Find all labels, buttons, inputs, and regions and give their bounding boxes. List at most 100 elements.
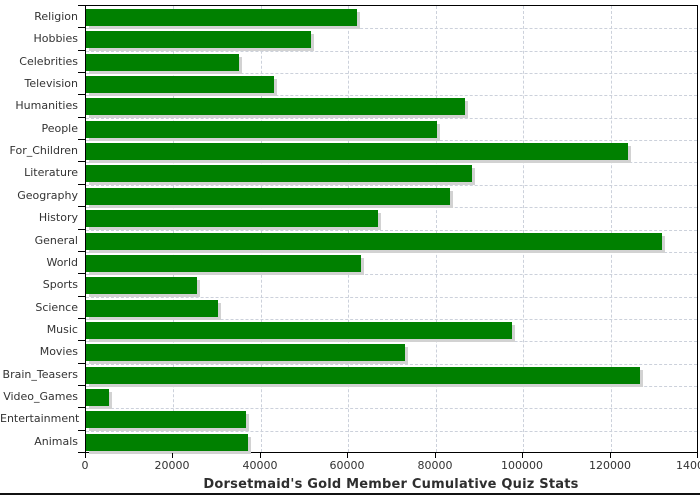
category-label: Humanities [15, 99, 78, 112]
category-label: Science [35, 301, 78, 314]
y-axis-tick [78, 117, 85, 118]
x-tick-label: 100000 [501, 459, 543, 472]
bar-sports [86, 277, 197, 294]
vertical-gridline [173, 6, 174, 452]
vertical-gridline [523, 6, 524, 452]
category-label: Music [46, 323, 78, 336]
category-label: Television [24, 77, 79, 90]
vertical-gridline [611, 6, 612, 452]
category-label: World [46, 256, 78, 269]
x-axis-tick [85, 453, 86, 458]
y-axis-tick [78, 430, 85, 431]
y-axis-tick [78, 50, 85, 51]
horizontal-gridline [86, 185, 697, 186]
y-axis-tick [78, 318, 85, 319]
bar-music [86, 322, 512, 339]
x-axis-tick [435, 453, 436, 458]
category-label: Sports [42, 278, 78, 291]
bar-hobbies [86, 31, 311, 48]
category-label: General [34, 234, 78, 247]
bar-religion [86, 9, 357, 26]
horizontal-gridline [86, 386, 697, 387]
y-axis-tick [78, 72, 85, 73]
y-axis-tick [78, 251, 85, 252]
x-axis-tick [172, 453, 173, 458]
horizontal-gridline [86, 431, 697, 432]
category-label: Geography [17, 189, 78, 202]
horizontal-gridline [86, 51, 697, 52]
y-axis-tick [78, 94, 85, 95]
x-axis-tick [610, 453, 611, 458]
vertical-gridline [348, 6, 349, 452]
y-axis-tick [78, 273, 85, 274]
horizontal-gridline [86, 207, 697, 208]
horizontal-gridline [86, 252, 697, 253]
y-axis-tick [78, 340, 85, 341]
x-tick-label: 120000 [589, 459, 631, 472]
horizontal-gridline [86, 319, 697, 320]
plot-area [85, 5, 698, 453]
category-label: People [41, 122, 78, 135]
y-axis-tick [78, 184, 85, 185]
y-axis-tick [78, 363, 85, 364]
x-tick-label: 20000 [154, 459, 190, 472]
bar-celebrities [86, 54, 239, 71]
y-axis-tick [78, 385, 85, 386]
bar-world [86, 255, 361, 272]
x-tick-label: 80000 [417, 459, 453, 472]
bar-animals [86, 434, 248, 451]
vertical-gridline [436, 6, 437, 452]
category-label: History [38, 211, 78, 224]
x-axis-tick [260, 453, 261, 458]
category-label: Celebrities [19, 55, 78, 68]
bar-literature [86, 165, 472, 182]
category-label: Video_Games [3, 390, 78, 403]
horizontal-gridline [86, 95, 697, 96]
bar-history [86, 210, 378, 227]
y-axis-tick [78, 5, 85, 6]
category-label: Movies [39, 345, 78, 358]
y-axis-tick [78, 27, 85, 28]
x-axis-tick [522, 453, 523, 458]
bar-entertainment [86, 411, 246, 428]
category-label: Religion [34, 10, 78, 23]
y-axis-tick [78, 407, 85, 408]
category-label: Literature [24, 166, 78, 179]
y-axis-tick [78, 206, 85, 207]
bottom-divider-line [0, 493, 700, 495]
y-axis-tick [78, 161, 85, 162]
bar-people [86, 121, 437, 138]
chart-title: Dorsetmaid's Gold Member Cumulative Quiz… [203, 477, 579, 492]
bar-brain_teasers [86, 367, 640, 384]
horizontal-gridline [86, 73, 697, 74]
horizontal-gridline [86, 408, 697, 409]
y-axis-tick [78, 139, 85, 140]
bar-general [86, 233, 662, 250]
bar-movies [86, 344, 405, 361]
x-tick-label: 140000 [676, 459, 700, 472]
bar-geography [86, 188, 450, 205]
category-label: Entertainment [0, 412, 80, 425]
horizontal-gridline [86, 140, 697, 141]
horizontal-gridline [86, 364, 697, 365]
horizontal-gridline [86, 28, 697, 29]
x-tick-label: 40000 [242, 459, 278, 472]
y-axis-tick [78, 296, 85, 297]
horizontal-gridline [86, 162, 697, 163]
category-label: Animals [34, 435, 78, 448]
horizontal-gridline [86, 230, 697, 231]
bar-television [86, 76, 274, 93]
horizontal-gridline [86, 118, 697, 119]
horizontal-gridline [86, 297, 697, 298]
y-axis-tick [78, 229, 85, 230]
bar-science [86, 300, 218, 317]
x-tick-label: 0 [81, 459, 89, 472]
y-axis-tick [78, 452, 85, 453]
category-label: For_Children [9, 144, 78, 157]
horizontal-gridline [86, 274, 697, 275]
horizontal-gridline [86, 341, 697, 342]
vertical-gridline [261, 6, 262, 452]
x-tick-label: 60000 [329, 459, 365, 472]
bar-humanities [86, 98, 465, 115]
